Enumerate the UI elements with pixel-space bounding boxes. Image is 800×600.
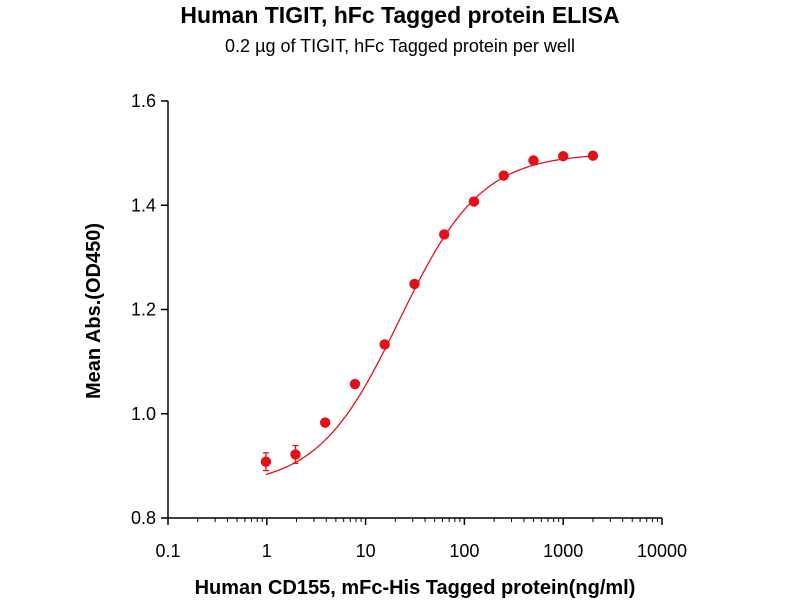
data-point <box>439 229 450 240</box>
fit-curve <box>265 155 593 476</box>
y-axis-ticks: 0.8 1.0 1.2 1.4 1.6 <box>131 91 168 528</box>
x-tick-label: 10 <box>356 541 376 561</box>
data-point <box>319 417 331 428</box>
y-tick-label: 1.6 <box>131 91 156 111</box>
y-axis-title: Mean Abs.(OD450) <box>83 223 105 399</box>
data-point <box>468 196 480 207</box>
chart-title: Human TIGIT, hFc Tagged protein ELISA <box>180 2 620 28</box>
x-tick-label: 1000 <box>543 541 583 561</box>
chart-subtitle: 0.2 µg of TIGIT, hFc Tagged protein per … <box>225 36 575 56</box>
data-point <box>587 150 599 161</box>
data-point <box>498 170 509 181</box>
y-tick-label: 0.8 <box>131 508 156 528</box>
axes <box>167 101 662 519</box>
data-point <box>379 339 390 350</box>
y-tick-label: 1.0 <box>131 404 156 424</box>
x-tick-label: 100 <box>449 541 479 561</box>
data-point <box>290 449 301 460</box>
data-point <box>409 278 420 290</box>
data-point <box>260 456 272 467</box>
data-points <box>260 150 599 467</box>
error-bars <box>262 151 596 472</box>
data-point <box>558 151 569 162</box>
y-tick-label: 1.2 <box>131 300 156 320</box>
x-tick-label: 1 <box>262 541 272 561</box>
data-point <box>528 155 539 166</box>
x-tick-label: 0.1 <box>155 541 180 561</box>
data-point <box>349 378 361 390</box>
x-tick-label: 10000 <box>637 541 687 561</box>
x-axis-title: Human CD155, mFc-His Tagged protein(ng/m… <box>195 577 636 599</box>
y-tick-label: 1.4 <box>131 195 156 215</box>
x-axis-ticks: 0.1 1 10 100 1000 10000 <box>155 518 687 561</box>
